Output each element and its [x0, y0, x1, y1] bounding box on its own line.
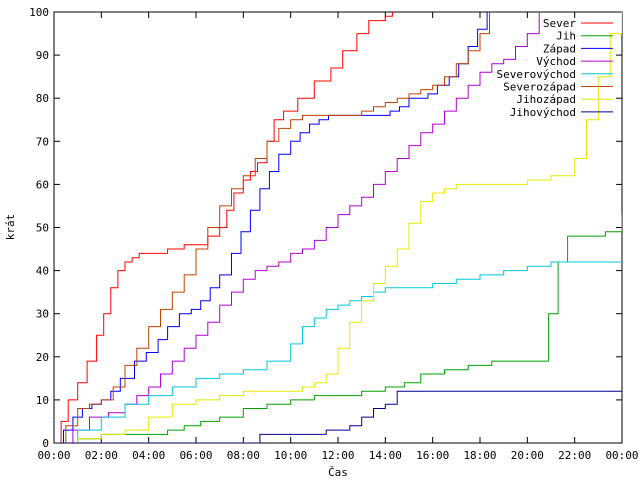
- x-axis-title: Čas: [328, 466, 348, 479]
- series-line-4: [54, 261, 622, 443]
- x-tick-label: 14:00: [369, 449, 402, 462]
- series-line-7: [54, 390, 622, 443]
- x-tick-label: 02:00: [85, 449, 118, 462]
- x-tick-label: 18:00: [463, 449, 496, 462]
- series-layer: [54, 12, 622, 443]
- y-tick-label: 20: [36, 351, 49, 364]
- x-tick-label: 16:00: [416, 449, 449, 462]
- x-tick-label: 20:00: [511, 449, 544, 462]
- y-tick-label: 30: [36, 308, 49, 321]
- x-tick-label: 04:00: [132, 449, 165, 462]
- legend-label: Severovýchod: [497, 68, 576, 81]
- series-line-3: [54, 12, 540, 443]
- y-tick-label: 40: [36, 265, 49, 278]
- y-tick-label: 100: [29, 6, 49, 19]
- x-tick-label: 00:00: [37, 449, 70, 462]
- series-line-6: [54, 12, 622, 443]
- x-axis-ticks: 00:00 02:00 04:00 06:00 08:00 10:00 12:00 14:00…: [37, 12, 639, 462]
- x-tick-label: 10:00: [274, 449, 307, 462]
- y-tick-label: 90: [36, 49, 49, 62]
- y-tick-label: 80: [36, 92, 49, 105]
- legend: SeverJihZápadVýchodSeverovýchodSeverozáp…: [497, 17, 613, 119]
- y-tick-label: 0: [42, 437, 49, 450]
- x-tick-label: 22:00: [558, 449, 591, 462]
- legend-label: Jihovýchod: [510, 106, 576, 119]
- x-tick-label: 12:00: [321, 449, 354, 462]
- legend-label: Jihozápad: [516, 93, 576, 106]
- y-axis-title: krát: [4, 214, 17, 241]
- series-line-2: [54, 12, 488, 443]
- y-tick-label: 10: [36, 394, 49, 407]
- x-tick-label: 00:00: [605, 449, 638, 462]
- x-tick-label: 08:00: [227, 449, 260, 462]
- series-line-0: [54, 12, 393, 443]
- x-tick-label: 06:00: [179, 449, 212, 462]
- y-tick-label: 70: [36, 135, 49, 148]
- legend-label: Sever: [543, 17, 576, 30]
- legend-label: Západ: [543, 42, 576, 55]
- legend-label: Jih: [556, 30, 576, 43]
- y-axis-ticks: 0 10 20 30 40 50 60 70 80 90 100: [29, 6, 622, 450]
- legend-label: Severozápad: [503, 81, 576, 94]
- y-tick-label: 50: [36, 222, 49, 235]
- y-tick-label: 60: [36, 178, 49, 191]
- legend-label: Východ: [536, 55, 576, 68]
- series-line-1: [54, 214, 622, 443]
- series-line-5: [54, 12, 490, 443]
